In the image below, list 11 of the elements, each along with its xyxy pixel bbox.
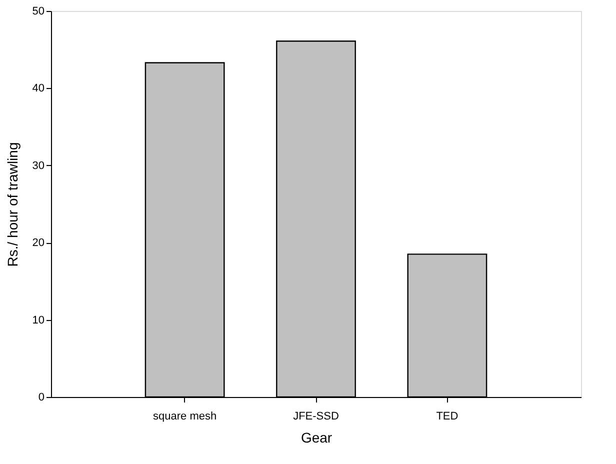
y-tick-label: 0 [38,392,44,404]
y-tick-label: 40 [32,82,44,95]
x-axis-title: Gear [300,430,332,446]
x-tick-label: JFE-SSD [293,410,339,422]
y-axis-title: Rs./ hour of trawling [4,142,20,267]
y-tick-label: 10 [32,314,44,326]
y-tick-label: 20 [32,237,44,250]
x-tick-label: TED [436,410,458,422]
y-tick-label: 50 [32,6,44,18]
x-tick-label: square mesh [153,410,217,422]
y-tick-label: 30 [32,160,44,172]
